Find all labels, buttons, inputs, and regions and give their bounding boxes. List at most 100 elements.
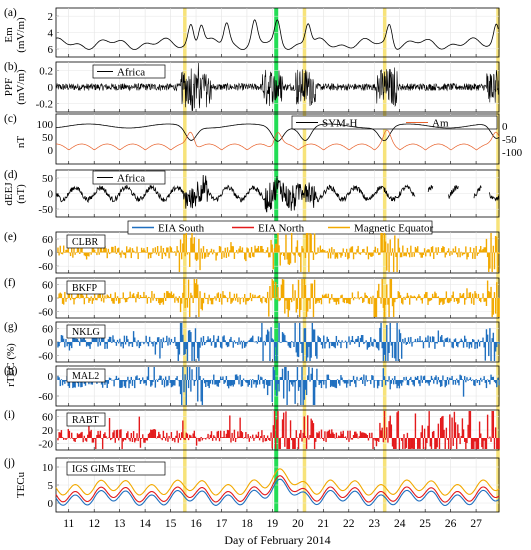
rtec-bar <box>318 337 320 342</box>
rtec-bar <box>420 252 422 258</box>
rtec-bar <box>159 251 161 253</box>
rtec-bar <box>400 298 403 304</box>
rtec-bar <box>458 298 460 303</box>
rtec-bar <box>177 250 179 253</box>
rtec-bar <box>116 296 119 298</box>
rtec-bar <box>216 431 218 438</box>
rtec-bar <box>421 425 424 438</box>
x-tick-label: 18 <box>241 518 253 530</box>
rtec-bar <box>398 292 401 298</box>
rtec-bar <box>396 412 398 438</box>
rtec-bar <box>414 338 417 342</box>
rtec-bar <box>394 438 396 449</box>
rtec-bar <box>352 435 355 438</box>
rtec-bar <box>248 438 251 442</box>
rtec-bar <box>61 335 64 342</box>
rtec-bar <box>199 342 201 348</box>
right-tick-label-symh: -100 <box>502 147 523 159</box>
rtec-bar <box>381 380 383 387</box>
rtec-bar <box>484 298 487 302</box>
rtec-bar <box>218 341 221 343</box>
rtec-bar <box>172 380 175 386</box>
rtec-bar <box>282 252 285 257</box>
rtec-bar <box>493 380 496 382</box>
rtec-bar <box>410 438 412 449</box>
rtec-bar <box>234 374 237 380</box>
rtec-bar <box>281 252 284 253</box>
rtec-bar <box>68 430 71 438</box>
rtec-bar <box>211 252 214 255</box>
rtec-bar <box>438 252 441 253</box>
rtec-bar <box>255 434 257 438</box>
rtec-bar <box>363 374 365 380</box>
rtec-bar <box>421 298 424 304</box>
rtec-bar <box>372 438 374 449</box>
rtec-bar <box>433 430 435 438</box>
rtec-bar <box>238 297 240 298</box>
rtec-bar <box>104 295 106 298</box>
rtec-bar <box>454 246 457 253</box>
rtec-bar <box>368 342 371 348</box>
rtec-bar <box>277 341 279 342</box>
rtec-bar <box>159 434 161 438</box>
rtec-bar <box>347 252 349 260</box>
rtec-bar <box>239 298 241 305</box>
rtec-bar <box>454 422 457 438</box>
rtec-bar <box>68 252 71 254</box>
y-tick-label: 50 <box>42 173 54 185</box>
rtec-bar <box>494 298 497 314</box>
rtec-bar <box>181 252 183 260</box>
rtec-bar <box>219 430 222 438</box>
rtec-bar <box>290 341 293 342</box>
rtec-bar <box>255 297 257 298</box>
rtec-bar <box>410 245 412 253</box>
rtec-bar <box>207 252 209 257</box>
rtec-bar <box>123 335 126 342</box>
y-tick-label: -60 <box>38 261 53 273</box>
rtec-bar <box>170 291 173 298</box>
rtec-bar <box>143 380 145 384</box>
rtec-bar <box>274 380 277 390</box>
rtec-bar <box>412 296 414 298</box>
rtec-bar <box>252 434 254 438</box>
rtec-bar <box>446 376 449 380</box>
rtec-bar <box>134 438 136 443</box>
rtec-bar <box>163 341 166 343</box>
rtec-bar <box>223 335 225 342</box>
rtec-bar <box>388 342 390 353</box>
rtec-bar <box>156 436 159 438</box>
rtec-bar <box>365 433 367 438</box>
rtec-bar <box>81 380 83 387</box>
rtec-bar <box>351 246 354 253</box>
legend-label-eia: Magnetic Equator <box>354 223 433 235</box>
rtec-bar <box>101 380 104 388</box>
rtec-bar <box>389 323 391 342</box>
rtec-bar <box>198 298 200 317</box>
rtec-bar <box>417 338 419 342</box>
rtec-bar <box>171 342 174 343</box>
rtec-bar <box>240 431 242 438</box>
rtec-bar <box>329 433 332 438</box>
rtec-bar <box>111 246 113 253</box>
rtec-bar <box>364 380 366 387</box>
rtec-bar <box>332 342 334 346</box>
rtec-bar <box>491 298 493 317</box>
rtec-bar <box>229 250 231 253</box>
rtec-bar <box>446 438 449 440</box>
rtec-bar <box>153 293 155 298</box>
rtec-bar <box>371 252 373 257</box>
rtec-bar <box>268 298 270 317</box>
rtec-bar <box>254 341 256 343</box>
rtec-bar <box>138 378 141 380</box>
rtec-bar <box>380 298 382 304</box>
rtec-bar <box>89 431 91 438</box>
rtec-bar <box>83 435 86 438</box>
legend-label-gim: IGS GIMs TEC <box>72 464 135 475</box>
y-tick-label: -60 <box>38 350 53 362</box>
rtec-bar <box>119 380 121 388</box>
rtec-bar <box>397 411 399 438</box>
rtec-bar <box>470 438 473 449</box>
rtec-bar <box>492 411 495 438</box>
rtec-bar <box>370 296 372 298</box>
rtec-bar <box>210 379 213 381</box>
